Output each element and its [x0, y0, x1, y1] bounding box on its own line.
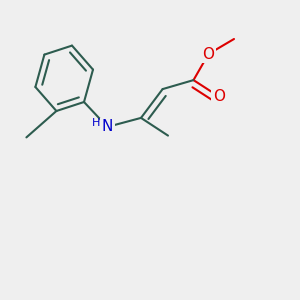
- Text: H: H: [92, 118, 100, 128]
- Text: O: O: [213, 89, 225, 104]
- Text: N: N: [102, 119, 113, 134]
- Text: O: O: [202, 46, 214, 62]
